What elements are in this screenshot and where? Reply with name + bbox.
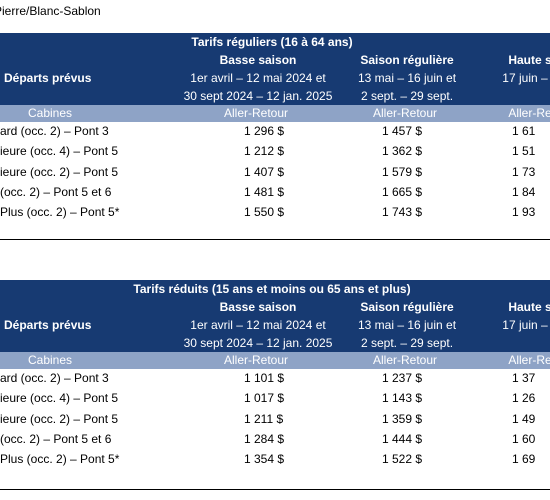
season-dates: 30 sept 2024 – 12 jan. 2025 [183,89,333,103]
price: 1 284 $ [244,431,285,446]
table-border [0,33,550,240]
price: 1 296 $ [244,124,285,138]
price: 1 143 $ [382,391,423,406]
season-name: Saison régulière [360,300,454,314]
season-name: Basse saison [219,300,297,314]
price: 1 212 $ [244,144,285,159]
cabin-name: ieure (occ. 4) – Pont 5 [0,144,119,159]
price-label: Aller-Retour [223,106,289,120]
cabin-name: (occ. 2) – Pont 5 et 6 [0,184,112,199]
departures-label: Départs prévus [4,71,92,85]
departures-label: Départs prévus [4,318,92,332]
price-label: Aller-Re [508,106,550,120]
season-name: Haute s [508,300,550,314]
price: 1 665 $ [382,184,423,199]
price: 1 017 $ [244,391,285,406]
season-name: Basse saison [219,53,297,67]
cabins-label: Cabines [27,106,73,120]
price: 1 362 $ [382,144,423,159]
price: 1 407 $ [244,164,285,179]
price: 1 93 [512,205,536,220]
cabin-name: ard (occ. 2) – Pont 3 [0,371,109,385]
price-label: Aller-Re [508,353,550,367]
price: 1 211 $ [244,411,284,426]
header-band [0,280,550,352]
price: 1 69 [512,452,536,467]
price: 1 550 $ [244,205,285,220]
season-dates: 17 juin – 1 [502,71,550,85]
price: 1 84 [512,184,536,199]
price-label: Aller-Retour [372,106,438,120]
cabin-name: (occ. 2) – Pont 5 et 6 [0,431,112,446]
season-dates: 2 sept. – 29 sept. [360,89,454,103]
season-dates: 17 juin – 1 [502,318,550,332]
cabin-name: ard (occ. 2) – Pont 3 [0,124,109,138]
price: 1 26 [512,391,536,406]
cabin-name: ieure (occ. 2) – Pont 5 [0,164,119,179]
price: 1 743 $ [382,205,423,220]
subheader-band [0,105,550,122]
price-label: Aller-Retour [223,353,289,367]
season-dates: 13 mai – 16 juin et [357,71,457,85]
season-name: Haute s [508,53,550,67]
season-dates: 1er avril – 12 mai 2024 et [190,71,326,85]
price: 1 522 $ [382,452,423,467]
price: 1 60 [512,431,536,446]
season-dates: 13 mai – 16 juin et [357,318,457,332]
header-band [0,33,550,105]
price: 1 73 [512,164,536,179]
price: 1 481 $ [244,184,285,199]
price: 1 49 [512,411,536,426]
price: 1 444 $ [382,431,423,446]
price: 1 51 [512,144,536,159]
price: 1 101 $ [244,371,285,385]
cabin-name: Plus (occ. 2) – Pont 5* [0,205,120,220]
price: 1 61 [512,124,536,138]
route-title: Pierre/Blanc-Sablon [0,4,101,18]
subheader-band [0,352,550,369]
table-heading: Tarifs réguliers (16 à 64 ans) [191,35,353,49]
season-dates: 1er avril – 12 mai 2024 et [190,318,326,332]
cabin-name: ieure (occ. 2) – Pont 5 [0,411,119,426]
season-dates: 30 sept 2024 – 12 jan. 2025 [183,336,333,350]
price: 1 579 $ [382,164,423,179]
price: 1 37 [512,371,536,385]
table-heading: Tarifs réduits (15 ans et moins ou 65 an… [133,282,411,296]
price: 1 237 $ [382,371,423,385]
cabin-name: ieure (occ. 4) – Pont 5 [0,391,119,406]
price: 1 359 $ [382,411,423,426]
cabin-name: Plus (occ. 2) – Pont 5* [0,452,120,467]
table-border [0,280,550,490]
price: 1 457 $ [382,124,423,138]
cabins-label: Cabines [27,353,73,367]
season-name: Saison régulière [360,53,454,67]
season-dates: 2 sept. – 29 sept. [360,336,454,350]
price: 1 354 $ [244,452,285,467]
price-label: Aller-Retour [372,353,438,367]
